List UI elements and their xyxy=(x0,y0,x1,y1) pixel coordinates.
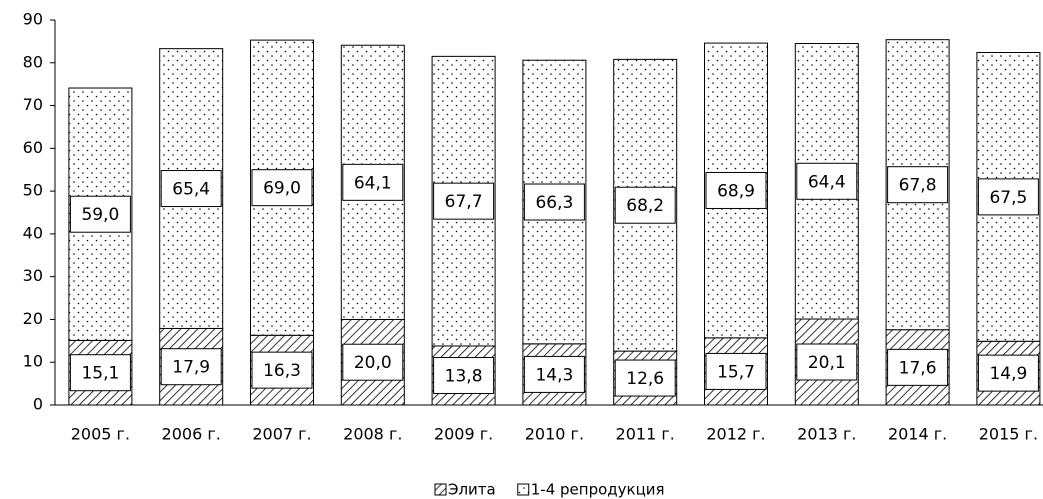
value-label-box xyxy=(523,355,585,393)
value-label-box xyxy=(433,182,495,220)
y-tick-label: 90 xyxy=(23,10,43,29)
value-label-box xyxy=(887,348,949,386)
x-tick-label: 2011 г. xyxy=(616,425,675,444)
value-label: 67,5 xyxy=(989,188,1027,208)
value-label-box xyxy=(705,352,767,390)
value-label: 67,7 xyxy=(445,192,483,212)
value-label: 69,0 xyxy=(263,179,301,199)
y-tick-label: 50 xyxy=(23,181,43,200)
y-tick-label: 70 xyxy=(23,95,43,114)
value-label: 59,0 xyxy=(81,205,119,225)
value-label-box xyxy=(977,354,1039,392)
value-label-box xyxy=(614,359,676,397)
value-label: 68,2 xyxy=(626,196,664,216)
y-tick-label: 20 xyxy=(23,309,43,328)
legend-swatch xyxy=(434,483,447,496)
value-label-box xyxy=(251,351,313,389)
value-label-box xyxy=(251,169,313,207)
value-label: 64,4 xyxy=(808,172,846,192)
value-label: 64,1 xyxy=(354,173,392,193)
value-label: 14,3 xyxy=(535,365,573,385)
value-label: 17,6 xyxy=(899,358,937,378)
value-label: 13,8 xyxy=(445,366,483,386)
value-label: 12,6 xyxy=(626,369,664,389)
y-tick-label: 10 xyxy=(23,352,43,371)
legend-label: 1-4 репродукция xyxy=(531,481,665,499)
x-tick-label: 2009 г. xyxy=(434,425,493,444)
value-label: 17,9 xyxy=(172,358,210,378)
value-label: 16,3 xyxy=(263,361,301,381)
x-tick-label: 2008 г. xyxy=(343,425,402,444)
value-label-box xyxy=(342,343,404,381)
value-label-box xyxy=(977,178,1039,216)
value-label-box xyxy=(160,170,222,208)
value-label-box xyxy=(796,162,858,200)
value-label: 65,4 xyxy=(172,180,210,200)
legend-label: Элита xyxy=(448,481,496,499)
x-tick-label: 2007 г. xyxy=(252,425,311,444)
value-label-box xyxy=(705,171,767,209)
value-label-box xyxy=(433,356,495,394)
x-tick-label: 2005 г. xyxy=(71,425,130,444)
value-label: 15,7 xyxy=(717,362,755,382)
legend-swatch xyxy=(517,483,530,496)
value-label: 15,1 xyxy=(81,364,119,384)
y-tick-label: 60 xyxy=(23,138,43,157)
value-label-box xyxy=(614,186,676,224)
y-tick-label: 30 xyxy=(23,266,43,285)
x-tick-label: 2014 г. xyxy=(888,425,947,444)
x-tick-label: 2012 г. xyxy=(706,425,765,444)
value-label: 14,9 xyxy=(989,364,1027,384)
value-label: 20,0 xyxy=(354,353,392,373)
value-label-box xyxy=(887,166,949,204)
value-label-box xyxy=(160,348,222,386)
value-label-box xyxy=(796,343,858,381)
value-label-box xyxy=(69,354,131,392)
value-label: 68,9 xyxy=(717,181,755,201)
value-label: 67,8 xyxy=(899,176,937,196)
y-tick-label: 80 xyxy=(23,52,43,71)
y-tick-label: 0 xyxy=(33,395,43,414)
value-label-box xyxy=(69,195,131,233)
x-tick-label: 2006 г. xyxy=(162,425,221,444)
value-label-box xyxy=(523,183,585,221)
value-label-box xyxy=(342,163,404,201)
y-tick-label: 40 xyxy=(23,223,43,242)
x-tick-label: 2010 г. xyxy=(525,425,584,444)
x-tick-label: 2015 г. xyxy=(979,425,1038,444)
value-label: 66,3 xyxy=(535,193,573,213)
x-tick-label: 2013 г. xyxy=(797,425,856,444)
value-label: 20,1 xyxy=(808,353,846,373)
